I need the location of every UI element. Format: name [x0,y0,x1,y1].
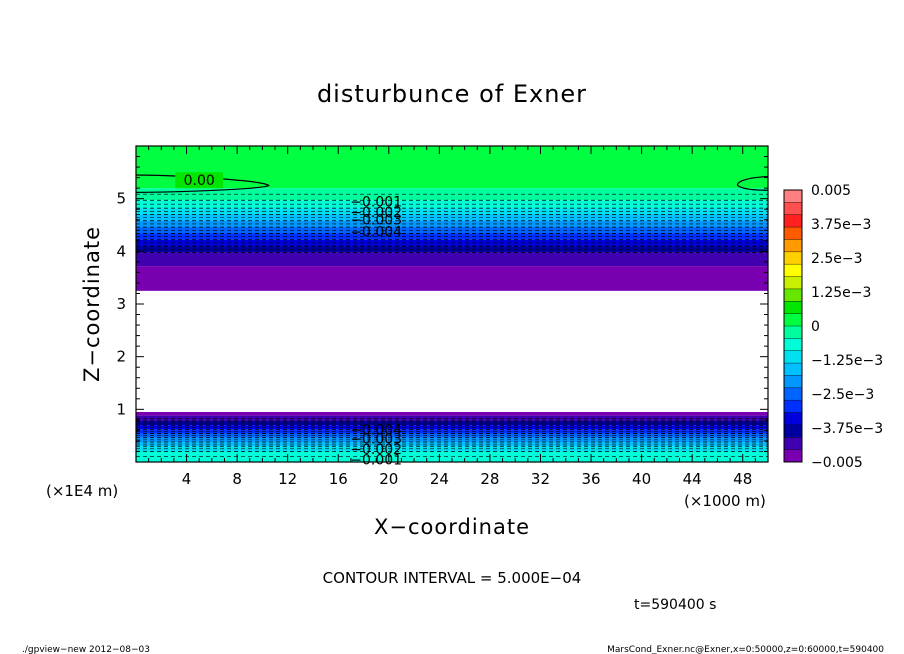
contour-label-0: 0.00 [184,173,215,189]
colorbar: 0.005 3.75e−3 2.5e−3 1.25e−3 0 −1.25e−3 −2.5e−… [783,183,883,471]
colorbar-swatch [784,412,802,426]
contour-label-1: −0.001 [350,194,402,210]
colorbar-swatch [784,227,802,240]
contour-label-4: −0.004 [350,224,402,240]
colorbar-swatch [784,276,802,290]
colorbar-swatch [784,375,802,389]
colorbar-swatch [784,239,802,253]
x-axis: 4 8 12 16 20 24 28 32 36 40 44 48 [148,146,769,488]
x-tick-label: 4 [182,470,192,488]
contour-label-bg-0 [175,172,224,189]
x-tick-label: 12 [278,470,297,488]
contour-interval-text: CONTOUR INTERVAL = 5.000E−04 [323,569,582,587]
colorbar-swatch [784,338,802,352]
colorbar-swatch [784,363,802,376]
colorbar-swatch [784,424,802,438]
colorbar-swatch [784,251,802,265]
colorbar-label: 0 [811,319,820,335]
upper-band-0 [136,146,768,189]
x-tick-label: 32 [531,470,550,488]
contour-label-7: −0.002 [350,442,402,458]
time-label: t=590400 s [634,597,716,613]
colorbar-swatch [784,449,802,463]
colorbar-label: −1.25e−3 [811,353,883,369]
x-tick-label: 8 [232,470,242,488]
x-tick-label: 44 [683,470,702,488]
x-tick-label: 24 [430,470,449,488]
x-tick-label: 36 [581,470,600,488]
lower-band-0 [136,411,768,416]
y-axis: 1 2 3 4 5 [116,156,768,452]
colorbar-swatch [784,264,802,277]
colorbar-label: 0.005 [811,183,851,199]
colorbar-swatch [784,326,802,339]
upper-band-10 [136,252,768,267]
colorbar-swatch [784,313,802,327]
colorbar-label: 1.25e−3 [811,285,871,301]
colorbar-swatch [784,301,802,315]
colorbar-label: 2.5e−3 [811,251,863,267]
colorbar-label: 3.75e−3 [811,217,871,233]
y-axis-label: Z−coordinate [80,226,104,382]
colorbar-swatch [784,214,802,228]
footer-left: ./gpview−new 2012−08−03 [22,645,150,654]
x-tick-label: 16 [329,470,348,488]
colorbar-swatch [784,387,802,401]
colorbar-swatch [784,400,802,413]
colorbar-swatch [784,190,802,203]
colorbar-frame [783,189,803,463]
x-tick-label: 40 [632,470,651,488]
y-tick-label: 5 [116,190,126,208]
colorbar-label: −2.5e−3 [811,387,874,403]
colorbar-swatch [784,350,802,364]
zero-contour-right [736,175,769,191]
chart-title: disturbunce of Exner [317,80,587,108]
y-unit-label: (×1E4 m) [46,482,118,500]
colorbar-label: −3.75e−3 [811,421,883,437]
colorbar-swatch [784,288,802,302]
colorbar-swatch [784,437,802,451]
colorbar-label: −0.005 [811,455,863,471]
x-tick-label: 28 [480,470,499,488]
y-tick-label: 2 [116,348,126,366]
x-axis-label: X−coordinate [374,515,530,539]
contour-label-5: −0.004 [350,422,402,438]
y-tick-label: 4 [116,242,126,260]
upper-band-11 [136,266,768,291]
y-tick-label: 3 [116,295,126,313]
x-tick-label: 48 [733,470,752,488]
contour-label-2: −0.002 [350,205,402,221]
x-tick-label: 20 [379,470,398,488]
colorbar-swatch [784,202,802,216]
y-tick-label: 1 [116,400,126,418]
plot-area: 0.00−0.001−0.002−0.003−0.004−0.004−0.003… [135,146,769,468]
footer-right: MarsCond_Exner.nc@Exner,x=0:50000,z=0:60… [607,645,884,654]
contour-label-3: −0.003 [350,213,402,229]
x-unit-label: (×1000 m) [684,492,766,510]
contour-label-6: −0.003 [350,431,402,447]
